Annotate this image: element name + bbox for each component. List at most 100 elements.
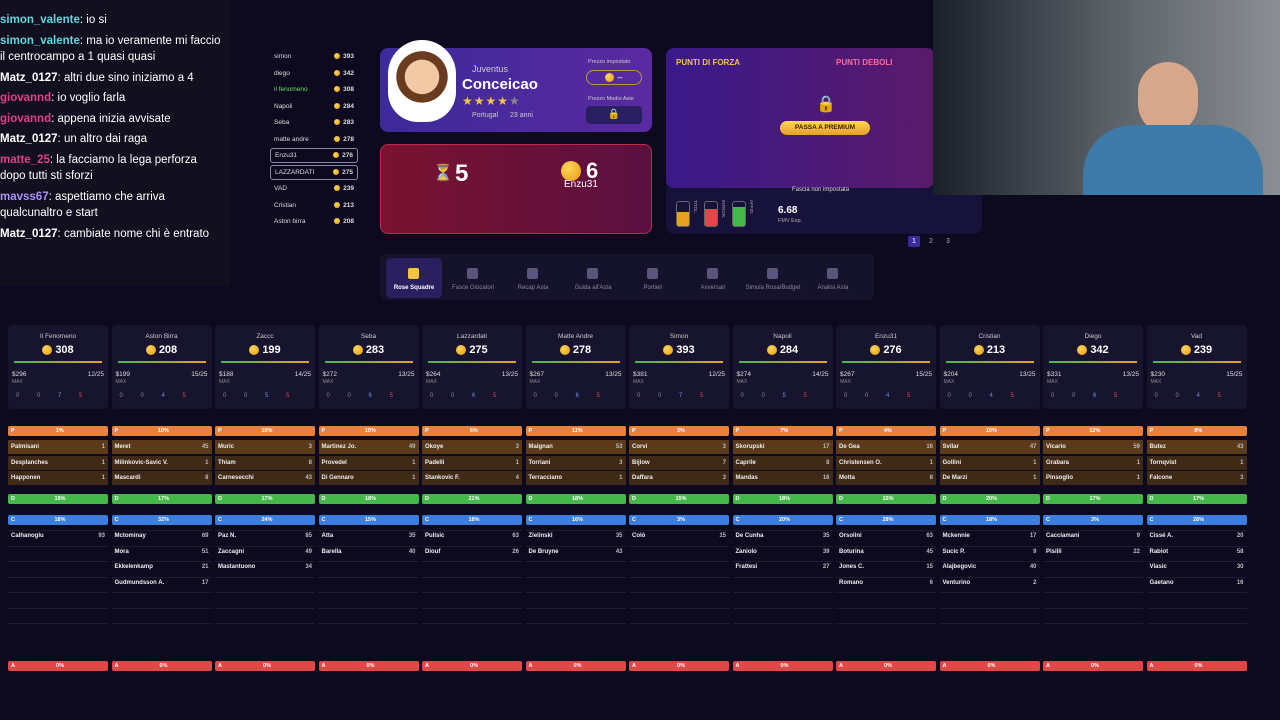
empty-slot [1043,607,1143,609]
player-price: 69 [201,533,209,539]
team-coins: 308 [8,344,108,356]
player-row: Venturino 2 [940,576,1040,590]
role: A [114,663,119,669]
tab[interactable]: Simula Rosa/Budget [736,258,810,298]
tab[interactable]: Fasce Giocatori [436,258,510,298]
tab-label: Simula Rosa/Budget [745,285,801,291]
empty-slot [525,530,626,531]
empty-slot [422,607,522,609]
player-name: Bijlow [632,459,650,466]
chat-panel: simon_valente: io si simon_valente: ma io… [0,0,230,285]
progress [531,361,620,363]
player-price: 40 [408,548,416,555]
player-name: De Marzi [942,475,968,481]
role-header: P 10% [318,426,419,436]
price: – [617,72,623,82]
role-count: 0 [533,393,537,399]
fmv: 6.68 [778,205,798,216]
chat-text: aspettiamo che arriva qualcunaltro e sta… [0,190,165,220]
coin-icon [333,168,340,175]
role-pct: 3% [676,428,685,434]
player-price: 1 [1033,475,1037,481]
ranking-coins: 208 [334,218,354,225]
player-price: 9 [1033,548,1037,555]
page-button[interactable]: 2 [929,238,933,245]
role-count: 0 [1154,393,1158,399]
player-row: Zaniolo 39 [733,545,833,559]
empty-slot [215,623,315,624]
tab[interactable]: Analisi Asta [796,258,870,298]
role: A [1046,663,1050,669]
player-row: Alajbegovic 40 [940,560,1040,574]
empty-slot [1043,530,1143,531]
player-row: Frattesi 27 [733,560,833,574]
role-count: 0 [1175,393,1179,399]
ranking-coins: 284 [334,103,354,110]
role-count: 5 [265,393,269,399]
team-slots: 13/25 [398,371,415,378]
player-row: Maignan 53 [525,440,626,454]
role-header: D 17% [1146,494,1247,504]
ranking-row: simon 393 [270,49,358,64]
tab[interactable]: Guida all'Asta [556,258,630,298]
ranking-name: Cristian [274,201,297,209]
empty-slot [318,576,419,578]
player-row: Pisilli 22 [1043,545,1143,559]
coins: 275 [469,344,488,356]
player-name: Paz N. [218,533,237,539]
player-name: Atta [321,533,334,539]
player-row: Motta 8 [836,471,936,485]
empty-slot [1043,623,1143,624]
empty-slot [939,545,1040,547]
bar-frame [732,201,746,227]
player-row: Padelli 1 [422,455,522,470]
player-name: Frattesi [735,564,758,570]
ranking-row: matte andre 278 [270,132,358,147]
max-label: MAX [736,379,748,385]
player-row: Mora 51 [112,545,212,559]
ranking-coins: 308 [334,86,354,93]
empty-slot [525,607,626,609]
player-price: 6 [929,579,933,586]
player-name: Svilar [942,444,959,450]
role: P [321,428,326,434]
role-count: 0 [16,393,20,399]
role: P [11,428,15,434]
player-price: 34 [305,564,312,570]
team-header: Aston Birra 208 $199 MAX 15/25 0 0 4 5 [111,325,212,409]
player-name: Alajbegovic [942,564,977,570]
chat-user: simon_valente [0,14,80,26]
team-max: $267 [529,371,544,378]
role-count: 0 [947,393,951,399]
premium-button[interactable]: PASSA A PREMIUM [780,121,870,135]
player-name: Gaetano [1149,579,1174,586]
role-pct: 18% [364,496,376,502]
role-header: A 0% [1043,661,1143,671]
page-button[interactable]: 3 [946,238,950,245]
tab[interactable]: Rose Squadre [386,258,442,298]
team-header: Enzu31 276 $267 MAX 15/25 0 0 4 5 [836,325,936,409]
tab[interactable]: Avversari [676,258,750,298]
empty-slot [422,530,522,531]
role-count: 0 [430,393,434,399]
progress [842,361,930,363]
role-pct: 0% [573,663,582,669]
progress [14,361,102,363]
player-price: 1 [1033,459,1037,466]
empty-slot [215,576,315,578]
tab[interactable]: Portieri [616,258,690,298]
coins: 342 [343,69,354,77]
player-price: 16 [926,444,933,450]
player-name: Christensen O. [839,459,882,466]
player-row: Carnesecchi 43 [215,471,315,485]
role-pct: 0% [987,663,996,669]
team-header: Lazzardati 275 $264 MAX 13/25 0 0 6 5 [422,325,522,409]
page-button[interactable]: 1 [908,236,920,247]
player-price: 8 [826,459,830,466]
tab[interactable]: Recap Asta [496,258,570,298]
player-avatar [388,40,456,122]
role-count: 5 [389,393,393,399]
player-price: 51 [201,548,209,555]
role-pct: 18% [468,517,480,523]
empty-slot [318,545,419,547]
